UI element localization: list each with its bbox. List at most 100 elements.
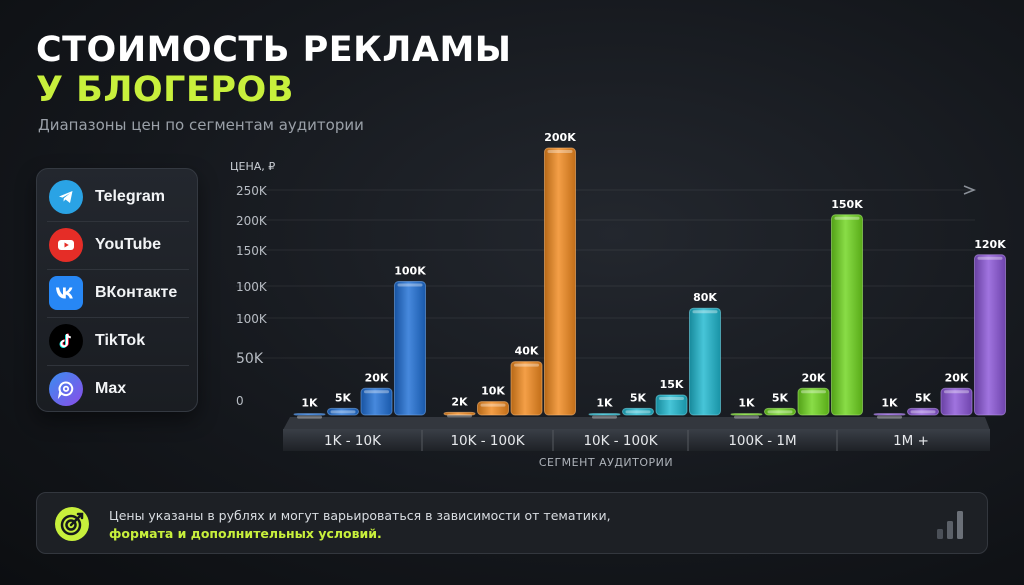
bar <box>544 147 576 416</box>
bar-highlight <box>625 410 651 414</box>
platform-legend: Telegram YouTube ВКонтакте TikTok Max <box>36 168 198 412</box>
data-label: 1K <box>301 397 318 410</box>
bar-highlight <box>397 283 423 287</box>
legend-item-vk: ВКонтакте <box>47 269 189 317</box>
legend-item-telegram: Telegram <box>47 173 189 221</box>
data-label: 2K <box>451 395 468 408</box>
data-label: 5K <box>915 391 932 404</box>
bar-highlight <box>767 410 793 414</box>
y-tick-label: 250K <box>236 184 268 198</box>
x-tick-label: 1K - 10K <box>324 433 382 449</box>
data-label: 80K <box>693 291 717 304</box>
bar-highlight <box>297 415 322 419</box>
title-line-2: У БЛОГЕРОВ <box>36 70 294 110</box>
bar <box>293 413 326 416</box>
data-label: 5K <box>772 391 789 404</box>
y-tick-label: 50K <box>236 351 264 367</box>
max-icon <box>49 372 83 406</box>
telegram-icon <box>49 180 83 214</box>
bar <box>510 361 543 416</box>
target-icon <box>55 507 89 541</box>
data-label: 150K <box>831 198 863 211</box>
x-tick-label: 100K - 1M <box>728 433 796 449</box>
x-tick-label: 10K - 100K <box>450 433 525 449</box>
bar-highlight <box>801 390 826 394</box>
y-axis-label: ЦЕНА, ₽ <box>230 160 275 173</box>
bar-highlight <box>944 390 969 394</box>
bar <box>327 407 359 416</box>
vk-icon <box>49 276 83 310</box>
data-label: 1K <box>596 397 613 410</box>
x-tick-label: 1M + <box>893 433 929 449</box>
bar-highlight <box>547 150 573 153</box>
bar-highlight <box>910 410 936 414</box>
bar-highlight <box>977 256 1003 260</box>
bar <box>873 413 906 416</box>
title-line-1: СТОИМОСТЬ РЕКЛАМЫ <box>36 30 512 70</box>
data-label: 20K <box>802 371 826 384</box>
data-label: 5K <box>335 391 352 404</box>
bar-highlight <box>592 415 617 419</box>
bar <box>360 387 393 416</box>
legend-label: Max <box>95 380 127 397</box>
bar <box>394 281 426 416</box>
data-label: 1K <box>881 397 898 410</box>
bar <box>622 407 654 416</box>
legend-label: ВКонтакте <box>95 284 178 301</box>
x-tick-label: 10K - 100K <box>583 433 658 449</box>
data-label: 120K <box>974 238 1006 251</box>
data-label: 1K <box>738 397 755 410</box>
data-label: 15K <box>660 378 684 391</box>
bar <box>797 387 830 416</box>
bar <box>730 413 763 416</box>
bar <box>477 401 509 416</box>
bar <box>974 254 1006 416</box>
bar <box>655 394 688 416</box>
data-label: 100K <box>394 265 426 278</box>
data-label: 10K <box>481 385 505 398</box>
bar <box>831 214 863 416</box>
legend-item-youtube: YouTube <box>47 221 189 269</box>
bar <box>764 407 796 416</box>
category-platform <box>283 429 990 451</box>
legend-item-tiktok: TikTok <box>47 317 189 365</box>
bar-highlight <box>692 310 718 314</box>
legend-label: Telegram <box>95 188 165 205</box>
data-label: 20K <box>945 371 969 384</box>
bar <box>443 411 476 416</box>
y-tick-label: 0 <box>236 394 244 408</box>
bar <box>907 407 939 416</box>
data-label: 200K <box>544 131 576 144</box>
bar <box>689 307 721 416</box>
data-label: 40K <box>515 345 539 358</box>
footnote-panel: Цены указаны в рублях и могут варьироват… <box>36 492 988 554</box>
page-subtitle: Диапазоны цен по сегментам аудитории <box>38 116 364 134</box>
bar-highlight <box>330 410 356 414</box>
y-axis-arrow <box>963 185 977 195</box>
data-label: 20K <box>365 371 389 384</box>
footnote-line-2: формата и дополнительных условий. <box>109 526 382 541</box>
y-tick-label: 100K <box>236 280 268 294</box>
bar-highlight <box>877 415 902 419</box>
bar-highlight <box>447 414 472 418</box>
data-label: 5K <box>630 391 647 404</box>
legend-item-max: Max <box>47 365 189 413</box>
bar-highlight <box>734 415 759 419</box>
tiktok-icon <box>49 324 83 358</box>
legend-label: YouTube <box>95 236 162 253</box>
footnote-text: Цены указаны в рублях и могут варьироват… <box>109 507 611 543</box>
bar-highlight <box>659 396 684 400</box>
y-tick-label: 100K <box>236 312 268 326</box>
y-tick-label: 150K <box>236 244 268 258</box>
bar-highlight <box>514 363 539 367</box>
bar-chart-icon <box>935 507 967 545</box>
y-tick-label: 200K <box>236 214 268 228</box>
page-title: СТОИМОСТЬ РЕКЛАМЫ У БЛОГЕРОВ <box>36 30 512 110</box>
youtube-icon <box>49 228 83 262</box>
bar-highlight <box>364 390 389 394</box>
x-axis-label: СЕГМЕНТ АУДИТОРИИ <box>539 456 673 469</box>
footnote-line-1: Цены указаны в рублях и могут варьироват… <box>109 508 611 523</box>
platform-top <box>283 417 990 430</box>
bar <box>940 387 973 416</box>
